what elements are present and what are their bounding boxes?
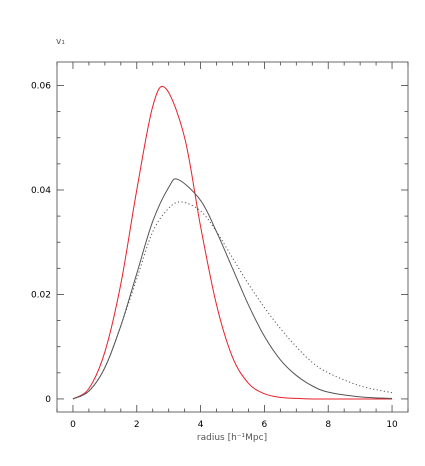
y-tick-label: 0.06 [31,82,51,92]
series-group [72,85,393,400]
y-tick-label: 0.04 [31,186,51,196]
x-tick-label: 10 [386,420,398,430]
x-tick-label: 4 [198,420,204,430]
y-tick-label: 0.02 [31,290,51,300]
plot-frame [56,61,409,413]
y-axis-label: v₁ [56,37,65,47]
x-axis-label: radius [h⁻¹Mpc] [197,433,267,443]
series-line-3 [72,201,393,400]
x-tick-label: 8 [325,420,331,430]
y-tick-label: 0 [45,395,51,405]
series-line-1 [72,85,393,400]
axis-tick-labels: 0 2 4 6 8 10 0 0.02 0.04 0.06 [31,82,398,430]
x-tick-label: 2 [134,420,140,430]
x-tick-label: 6 [262,420,268,430]
series-line-2 [72,178,393,400]
x-tick-label: 0 [70,420,76,430]
axis-ticks [56,62,409,412]
